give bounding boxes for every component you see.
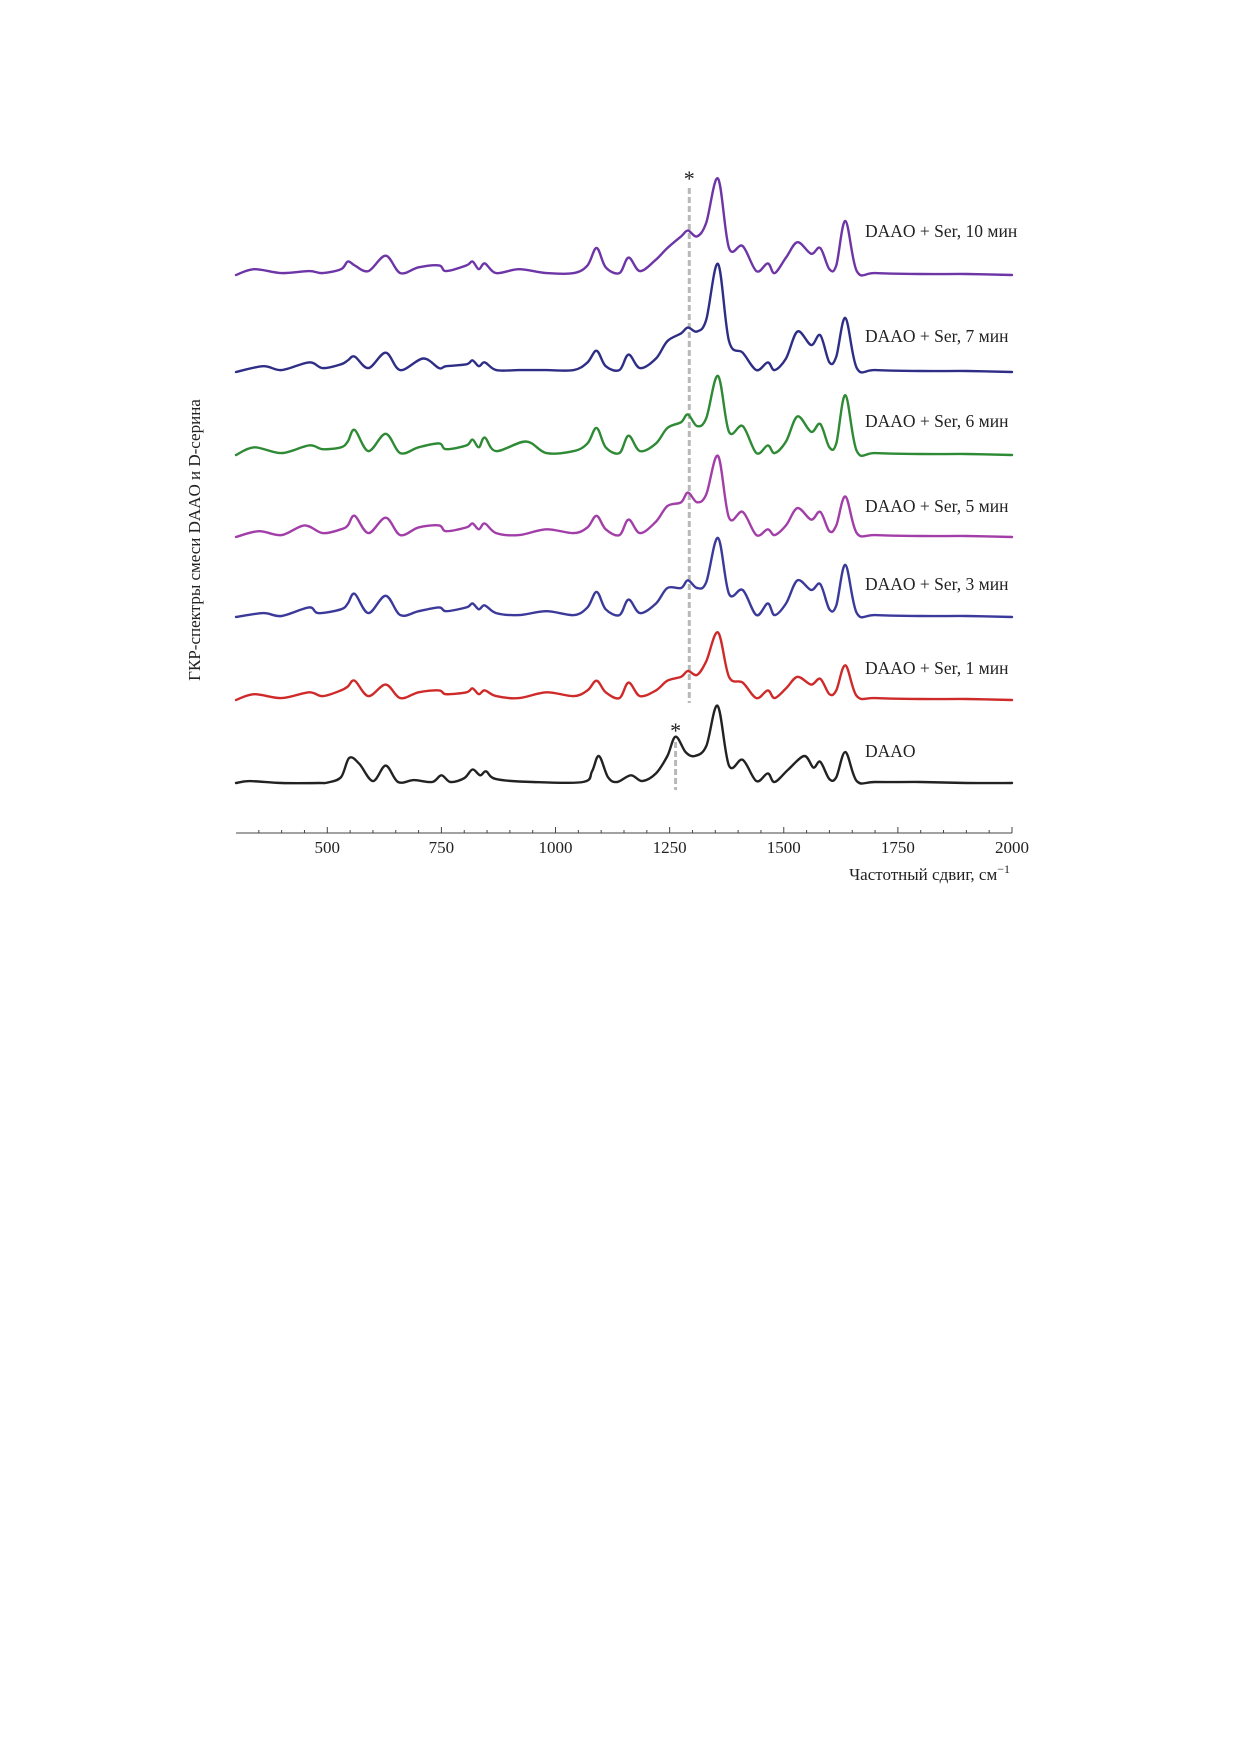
x-axis-label-text: Частотный сдвиг, см <box>849 865 997 884</box>
x-axis-label: Частотный сдвиг, см−1 <box>849 862 1010 884</box>
series-label: DAAO + Ser, 3 мин <box>865 574 1008 594</box>
series-line <box>234 536 1014 619</box>
series-label: DAAO + Ser, 5 мин <box>865 496 1008 516</box>
series-line <box>234 262 1014 374</box>
series-line <box>234 374 1014 458</box>
series-layer <box>234 177 1014 785</box>
series-line <box>234 177 1014 277</box>
marker-asterisk-daao: * <box>670 718 681 743</box>
x-axis: 500 750 1000 1250 1500 1750 2000 <box>236 827 1029 857</box>
x-axis-label-superscript: −1 <box>997 862 1010 876</box>
x-tick-label: 750 <box>429 838 455 857</box>
x-tick-label: 500 <box>315 838 341 857</box>
x-tick-label: 2000 <box>995 838 1029 857</box>
y-axis-label: ГКР-спектры смеси DAAO и D-серина <box>185 399 204 681</box>
series-label-layer: DAAO DAAO + Ser, 1 мин DAAO + Ser, 3 мин DA… <box>865 221 1017 761</box>
x-tick-label: 1750 <box>881 838 915 857</box>
series-label: DAAO <box>865 741 916 761</box>
marker-asterisk-ser: * <box>684 166 695 191</box>
series-line <box>234 631 1014 702</box>
marker-layer: ** <box>670 166 695 790</box>
series-label: DAAO + Ser, 6 мин <box>865 411 1008 431</box>
series-line <box>234 454 1014 539</box>
x-tick-label: 1000 <box>539 838 573 857</box>
series-label: DAAO + Ser, 1 мин <box>865 658 1008 678</box>
x-tick-label: 1500 <box>767 838 801 857</box>
series-label: DAAO + Ser, 10 мин <box>865 221 1017 241</box>
series-line <box>234 704 1014 785</box>
x-tick-label: 1250 <box>653 838 687 857</box>
series-label: DAAO + Ser, 7 мин <box>865 326 1008 346</box>
